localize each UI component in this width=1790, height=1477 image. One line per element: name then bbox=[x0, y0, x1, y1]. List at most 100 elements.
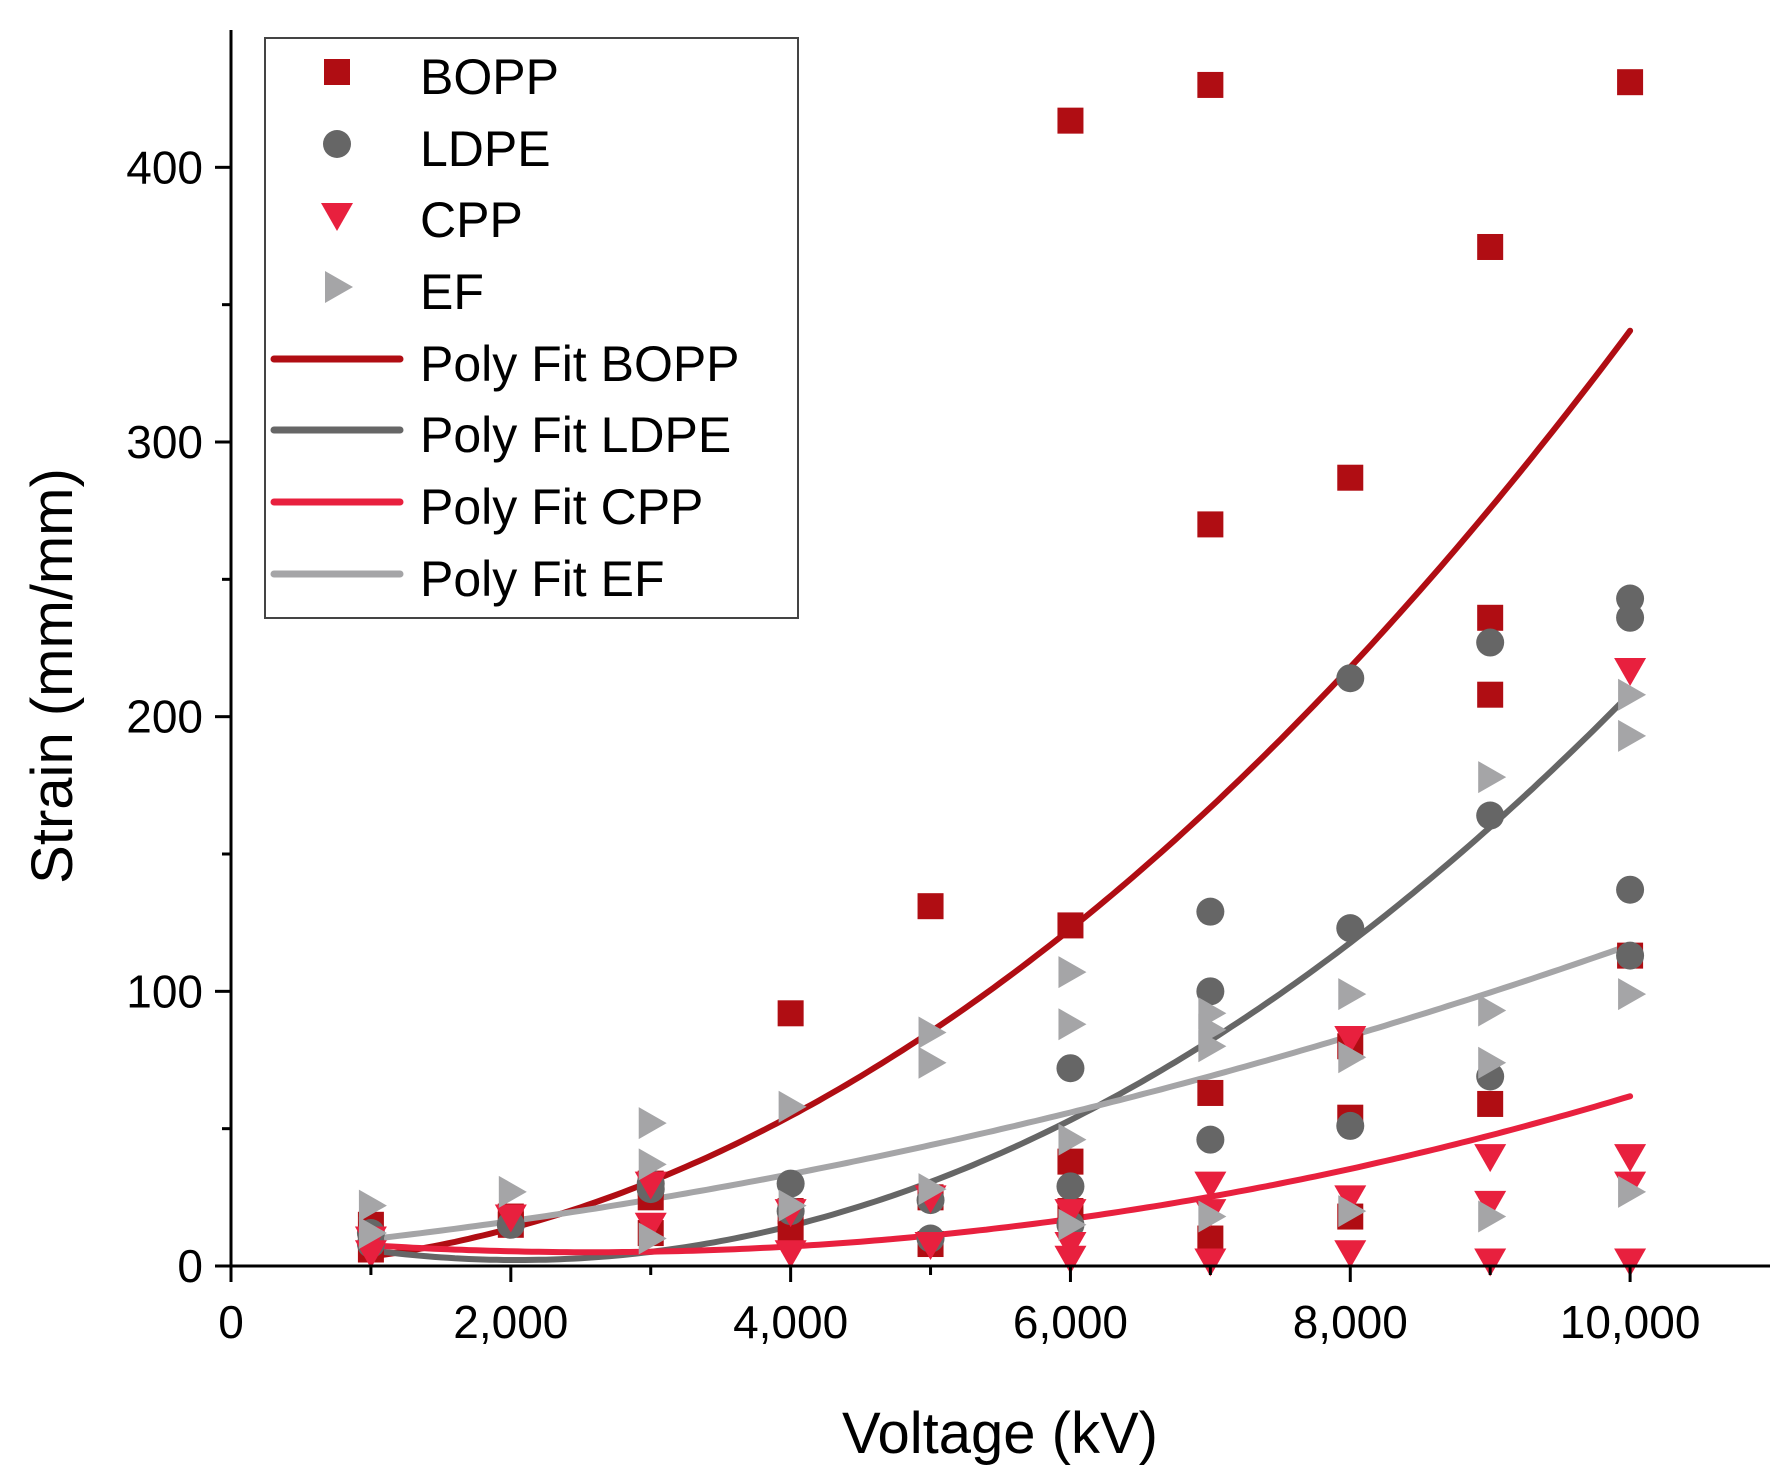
data-point-ef bbox=[918, 1016, 947, 1049]
y-tick-label: 0 bbox=[177, 1240, 203, 1292]
data-point-ef bbox=[638, 1107, 667, 1140]
data-point-cpp bbox=[914, 1232, 947, 1261]
y-axis-title: Strain (mm/mm) bbox=[20, 468, 85, 884]
legend-label-poly-fit-bopp: Poly Fit BOPP bbox=[420, 336, 740, 392]
data-point-cpp bbox=[1474, 1190, 1507, 1219]
data-point-ef bbox=[1618, 678, 1647, 711]
legend-label-cpp: CPP bbox=[420, 192, 523, 248]
data-point-cpp bbox=[634, 1212, 667, 1241]
x-tick-label: 2,000 bbox=[453, 1296, 568, 1348]
legend-label-ldpe: LDPE bbox=[420, 121, 551, 177]
y-tick-label: 200 bbox=[126, 691, 203, 743]
data-point-ldpe bbox=[1336, 1111, 1365, 1140]
data-point-bopp bbox=[777, 1000, 804, 1027]
data-point-cpp bbox=[1614, 1144, 1647, 1173]
data-point-cpp bbox=[1614, 1248, 1647, 1277]
data-point-bopp bbox=[1477, 604, 1504, 631]
legend-box bbox=[264, 37, 799, 619]
data-point-cpp bbox=[1054, 1199, 1087, 1228]
data-point-ldpe bbox=[1196, 1125, 1225, 1154]
fit-line-poly-fit-ldpe bbox=[367, 690, 1634, 1263]
y-tick-label: 400 bbox=[126, 141, 203, 193]
legend: BOPP LDPE CPP EF Poly Fit BOPP Poly Fit … bbox=[264, 37, 799, 619]
legend-marker-bopp bbox=[324, 59, 350, 85]
legend-marker-ldpe bbox=[323, 130, 351, 158]
data-point-ef bbox=[1478, 1046, 1507, 1079]
data-point-ldpe bbox=[1476, 628, 1505, 657]
data-point-ef bbox=[1618, 719, 1647, 752]
data-point-cpp bbox=[1334, 1240, 1367, 1269]
data-point-ef bbox=[778, 1090, 807, 1123]
legend-label-poly-fit-ef: Poly Fit EF bbox=[420, 551, 664, 607]
data-point-ef bbox=[1478, 994, 1507, 1027]
legend-label-bopp: BOPP bbox=[420, 49, 559, 105]
series-ef bbox=[358, 678, 1647, 1255]
data-point-ef bbox=[358, 1189, 387, 1222]
data-point-ef bbox=[1478, 1200, 1507, 1233]
fit-curves bbox=[367, 327, 1634, 1263]
legend-marker-ef bbox=[325, 271, 353, 303]
data-point-bopp bbox=[1057, 912, 1084, 939]
legend-marker-cpp bbox=[321, 203, 353, 231]
data-point-ldpe bbox=[1056, 1172, 1085, 1201]
legend-label-poly-fit-cpp: Poly Fit CPP bbox=[420, 479, 703, 535]
data-point-ef bbox=[638, 1148, 667, 1181]
x-axis-title: Voltage (kV) bbox=[842, 1401, 1158, 1466]
data-point-ef bbox=[358, 1217, 387, 1250]
data-point-ef bbox=[1338, 1195, 1367, 1228]
data-point-bopp bbox=[1477, 1090, 1504, 1117]
data-point-ef bbox=[1198, 1030, 1227, 1063]
data-point-cpp bbox=[1054, 1245, 1087, 1274]
data-point-ldpe bbox=[1616, 584, 1645, 613]
fit-line-poly-fit-cpp bbox=[367, 1093, 1634, 1256]
data-point-ldpe bbox=[1056, 1054, 1085, 1083]
x-tick-label: 4,000 bbox=[733, 1296, 848, 1348]
data-point-cpp bbox=[1474, 1248, 1507, 1277]
data-point-ef bbox=[1058, 1008, 1087, 1041]
data-point-ef bbox=[1618, 1175, 1647, 1208]
data-point-cpp bbox=[494, 1204, 527, 1233]
data-point-ef bbox=[1198, 1200, 1227, 1233]
data-point-ldpe bbox=[1616, 603, 1645, 632]
data-point-ldpe bbox=[1476, 801, 1505, 830]
data-point-bopp bbox=[1057, 107, 1084, 134]
data-point-ldpe bbox=[1196, 977, 1225, 1006]
data-point-bopp bbox=[1477, 681, 1504, 708]
x-tick-label: 10,000 bbox=[1560, 1296, 1701, 1348]
legend-keys bbox=[270, 59, 404, 578]
data-point-cpp bbox=[1334, 1026, 1367, 1055]
x-tick-label: 0 bbox=[218, 1296, 244, 1348]
data-point-cpp bbox=[634, 1171, 667, 1200]
data-point-cpp bbox=[1614, 657, 1647, 686]
x-tick-label: 8,000 bbox=[1293, 1296, 1408, 1348]
x-tick-label: 6,000 bbox=[1013, 1296, 1128, 1348]
data-markers bbox=[354, 69, 1647, 1277]
data-point-cpp bbox=[1194, 1171, 1227, 1200]
data-point-bopp bbox=[1617, 69, 1644, 96]
y-tick-label: 300 bbox=[126, 416, 203, 468]
data-point-cpp bbox=[1334, 1185, 1367, 1214]
fit-line-poly-fit-ef bbox=[367, 942, 1634, 1243]
y-tick-label: 100 bbox=[126, 965, 203, 1017]
data-point-ef bbox=[1058, 1123, 1087, 1156]
fit-line-poly-fit-bopp bbox=[367, 327, 1634, 1260]
data-point-cpp bbox=[354, 1240, 387, 1269]
data-point-bopp bbox=[1337, 464, 1364, 491]
data-point-ef bbox=[1058, 1208, 1087, 1241]
data-point-ef bbox=[1058, 956, 1087, 989]
data-point-ef bbox=[1338, 1041, 1367, 1074]
data-point-cpp bbox=[1194, 1248, 1227, 1277]
data-point-ldpe bbox=[1616, 875, 1645, 904]
data-point-bopp bbox=[1197, 71, 1224, 98]
data-point-ldpe bbox=[1196, 897, 1225, 926]
data-point-ldpe bbox=[1336, 914, 1365, 943]
data-point-ldpe bbox=[1616, 941, 1645, 970]
data-point-ef bbox=[918, 1173, 947, 1206]
axis-ticks: 0 2,000 4,000 6,000 8,000 10,000 0 100 200 300 400 bbox=[126, 141, 1700, 1348]
data-point-ef bbox=[1338, 978, 1367, 1011]
data-point-bopp bbox=[1477, 233, 1504, 260]
data-point-cpp bbox=[774, 1240, 807, 1269]
data-point-ef bbox=[1618, 978, 1647, 1011]
data-point-ef bbox=[778, 1189, 807, 1222]
